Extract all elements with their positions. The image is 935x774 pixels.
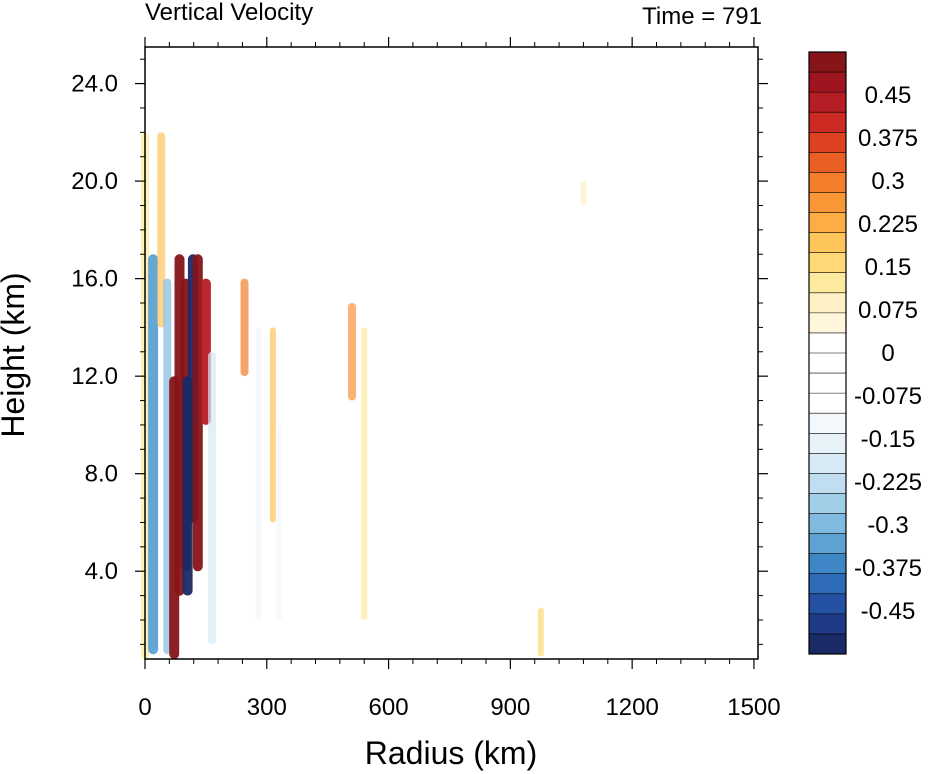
- velocity-streak-18: [348, 303, 356, 401]
- chart-title: Vertical Velocity: [145, 0, 313, 26]
- colorbar-swatch: [809, 52, 846, 73]
- x-tick-label: 0: [138, 694, 151, 721]
- colorbar-label: -0.45: [861, 598, 916, 625]
- colorbar-label: -0.3: [867, 512, 908, 539]
- velocity-streak-16: [276, 424, 282, 620]
- y-tick-label: 12.0: [71, 363, 118, 390]
- y-tick-label: 20.0: [71, 168, 118, 195]
- colorbar-swatch: [809, 132, 846, 153]
- colorbar-label: 0.3: [871, 168, 904, 195]
- colorbar-swatch: [809, 513, 846, 534]
- colorbar-swatch: [809, 633, 846, 655]
- colorbar-swatch: [809, 553, 846, 575]
- colorbar-frame: [808, 51, 847, 655]
- colorbar-swatch: [809, 192, 846, 213]
- velocity-streak-11: [208, 351, 216, 645]
- colorbar-swatch: [809, 272, 846, 294]
- colorbar-swatch: [809, 353, 846, 374]
- colorbar-label: -0.15: [861, 426, 916, 453]
- velocity-streak-12: [223, 327, 230, 620]
- colorbar-swatch: [809, 112, 846, 133]
- colorbar-label: 0: [881, 340, 894, 367]
- y-axis-ticks: 4.0 8.0 12.0 16.0 20.0 24.0: [71, 58, 768, 645]
- colorbar-swatch: [809, 493, 846, 514]
- x-tick-label: 1500: [727, 694, 780, 721]
- colorbar-swatch: [809, 152, 846, 173]
- colorbar-swatch: [809, 433, 846, 454]
- colorbar-swatch: [809, 172, 846, 193]
- colorbar-swatch: [809, 92, 846, 113]
- colorbar-swatch: [809, 212, 846, 233]
- velocity-streak-20: [377, 156, 384, 230]
- y-tick-label: 4.0: [85, 558, 118, 585]
- plot-frame: [144, 46, 759, 660]
- velocity-streak-24: [580, 181, 587, 206]
- colorbar-swatch: [809, 613, 846, 635]
- colorbar-swatch: [809, 292, 846, 314]
- x-axis-ticks: 0 300 600 900 1200 1500: [138, 37, 781, 721]
- colorbar-swatch: [809, 373, 846, 394]
- x-tick-label: 1200: [605, 694, 658, 721]
- velocity-streak-2: [157, 132, 166, 328]
- chart-time-label: Time = 791: [642, 3, 762, 30]
- colorbar-swatch: [809, 72, 846, 93]
- colorbar-swatch: [809, 232, 846, 253]
- colorbar-swatch: [809, 533, 846, 554]
- colorbar-swatch: [809, 393, 846, 414]
- velocity-streak-17: [324, 278, 331, 474]
- colorbar-swatch: [809, 332, 846, 354]
- velocity-streak-9: [192, 254, 203, 572]
- velocity-streak-21: [397, 303, 404, 450]
- x-axis-label: Radius (km): [365, 735, 537, 771]
- colorbar-label: -0.225: [854, 469, 922, 496]
- velocity-streak-15: [269, 327, 276, 523]
- colorbar-swatch: [809, 413, 846, 434]
- colorbar-label: -0.075: [854, 383, 922, 410]
- velocity-streak-22: [458, 327, 465, 425]
- colorbar-swatch: [809, 473, 846, 494]
- y-tick-label: 8.0: [85, 461, 118, 488]
- colorbar-swatch: [809, 593, 846, 615]
- y-tick-label: 16.0: [71, 266, 118, 293]
- velocity-streak-14: [255, 327, 262, 620]
- colorbar-swatch: [809, 312, 846, 334]
- velocity-streak-23: [537, 607, 544, 657]
- x-tick-label: 900: [490, 694, 530, 721]
- colorbar-label: -0.375: [854, 555, 922, 582]
- colorbar-label: 0.45: [865, 82, 912, 109]
- x-tick-label: 300: [247, 694, 287, 721]
- colorbar-swatch: [809, 252, 846, 274]
- velocity-field: [141, 132, 587, 660]
- velocity-streak-1: [148, 254, 159, 655]
- velocity-streak-19: [361, 327, 368, 620]
- colorbar-swatch: [809, 453, 846, 474]
- colorbar-swatch: [809, 573, 846, 595]
- x-tick-label: 600: [369, 694, 409, 721]
- velocity-streak-13: [240, 278, 249, 377]
- y-tick-label: 24.0: [71, 71, 118, 98]
- colorbar-label: 0.15: [865, 254, 912, 281]
- colorbar-label: 0.225: [858, 211, 918, 238]
- colorbar-label: 0.075: [858, 297, 918, 324]
- colorbar: -0.45 -0.375 -0.3 -0.225 -0.15 -0.075 0 0.075 0.…: [808, 51, 922, 655]
- y-axis-label: Height (km): [0, 272, 31, 437]
- colorbar-label: 0.375: [858, 125, 918, 152]
